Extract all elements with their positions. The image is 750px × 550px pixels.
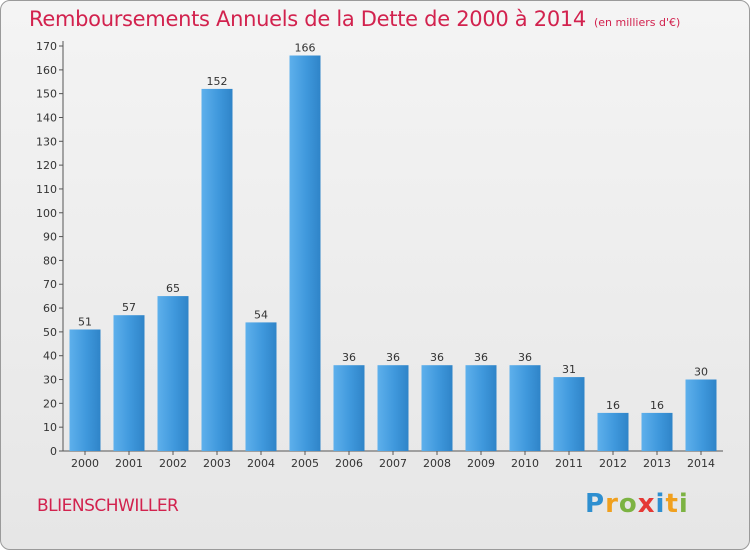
logo-letter: o (618, 489, 638, 519)
bar-value-label: 16 (606, 399, 620, 412)
y-tick-label: 130 (36, 135, 57, 148)
x-tick-label: 2012 (599, 457, 627, 470)
x-tick-label: 2005 (291, 457, 319, 470)
x-tick-label: 2009 (467, 457, 495, 470)
x-tick-label: 2007 (379, 457, 407, 470)
bar-value-label: 36 (386, 351, 400, 364)
y-tick-label: 80 (43, 254, 57, 267)
bar-value-label: 36 (342, 351, 356, 364)
logo-letter: r (605, 489, 619, 519)
bar (289, 55, 321, 451)
bar-value-label: 36 (474, 351, 488, 364)
bar (157, 296, 189, 451)
bar-value-label: 57 (122, 301, 136, 314)
bar (641, 412, 673, 451)
bar-value-label: 16 (650, 399, 664, 412)
x-tick-label: 2008 (423, 457, 451, 470)
x-tick-label: 2000 (71, 457, 99, 470)
proxiti-logo: Proxiti (585, 489, 689, 519)
bar (69, 329, 101, 451)
y-tick-label: 160 (36, 64, 57, 77)
bar (377, 365, 409, 451)
bar-value-label: 51 (78, 316, 92, 329)
logo-letter: i (655, 489, 666, 519)
chart-subtitle: (en milliers d'€) (594, 16, 681, 29)
chart-title-text: Remboursements Annuels de la Dette de 20… (29, 7, 586, 31)
bar-value-label: 31 (562, 363, 576, 376)
y-tick-label: 110 (36, 183, 57, 196)
chart-title: Remboursements Annuels de la Dette de 20… (29, 7, 680, 31)
y-tick-label: 120 (36, 159, 57, 172)
y-tick-label: 140 (36, 111, 57, 124)
y-tick-label: 100 (36, 207, 57, 220)
bar (113, 315, 145, 451)
x-tick-label: 2003 (203, 457, 231, 470)
logo-letter: x (637, 489, 656, 519)
x-tick-label: 2011 (555, 457, 583, 470)
bar (553, 377, 585, 451)
y-tick-label: 30 (43, 374, 57, 387)
y-tick-label: 60 (43, 302, 57, 315)
x-tick-label: 2006 (335, 457, 363, 470)
x-tick-label: 2013 (643, 457, 671, 470)
x-tick-label: 2014 (687, 457, 715, 470)
bar (465, 365, 497, 451)
x-tick-label: 2010 (511, 457, 539, 470)
bar (245, 322, 277, 451)
y-tick-label: 90 (43, 231, 57, 244)
bar (333, 365, 365, 451)
y-tick-label: 50 (43, 326, 57, 339)
x-tick-label: 2004 (247, 457, 275, 470)
y-tick-label: 170 (36, 40, 57, 53)
bar (509, 365, 541, 451)
y-tick-label: 20 (43, 397, 57, 410)
y-tick-label: 70 (43, 278, 57, 291)
bar (597, 412, 629, 451)
logo-letter: t (665, 489, 679, 519)
logo-letter: i (678, 489, 689, 519)
commune-name: BLIENSCHWILLER (37, 496, 179, 516)
logo-letter: P (585, 489, 606, 519)
bar (685, 379, 717, 451)
bar-value-label: 166 (295, 42, 316, 55)
x-tick-label: 2001 (115, 457, 143, 470)
x-tick-label: 2002 (159, 457, 187, 470)
y-tick-label: 0 (50, 445, 57, 458)
bar-value-label: 36 (518, 351, 532, 364)
bar (201, 88, 233, 452)
bar (421, 365, 453, 451)
bar-value-label: 30 (694, 366, 708, 379)
y-tick-label: 150 (36, 88, 57, 101)
bar-value-label: 65 (166, 282, 180, 295)
bar-value-label: 36 (430, 351, 444, 364)
bar-value-label: 54 (254, 308, 268, 321)
y-tick-label: 40 (43, 350, 57, 363)
bar-value-label: 152 (207, 75, 228, 88)
y-tick-label: 10 (43, 421, 57, 434)
